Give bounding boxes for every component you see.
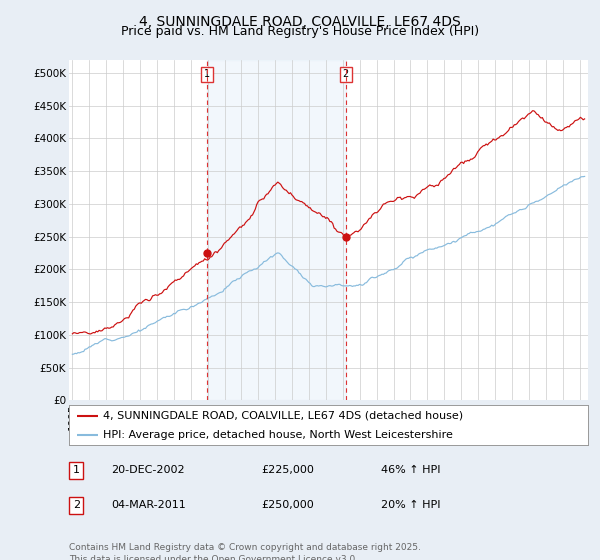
Bar [207, 60, 346, 400]
Text: 2: 2 [343, 69, 349, 80]
Text: 4, SUNNINGDALE ROAD, COALVILLE, LE67 4DS: 4, SUNNINGDALE ROAD, COALVILLE, LE67 4DS [139, 15, 461, 29]
Text: 1: 1 [73, 465, 80, 475]
Text: 1: 1 [204, 69, 210, 80]
Text: 2: 2 [73, 500, 80, 510]
Text: £250,000: £250,000 [261, 500, 314, 510]
Text: 4, SUNNINGDALE ROAD, COALVILLE, LE67 4DS (detached house): 4, SUNNINGDALE ROAD, COALVILLE, LE67 4DS… [103, 411, 463, 421]
Text: HPI: Average price, detached house, North West Leicestershire: HPI: Average price, detached house, Nort… [103, 430, 452, 440]
Text: 20-DEC-2002: 20-DEC-2002 [111, 465, 185, 475]
Text: £225,000: £225,000 [261, 465, 314, 475]
Text: Contains HM Land Registry data © Crown copyright and database right 2025.
This d: Contains HM Land Registry data © Crown c… [69, 543, 421, 560]
Text: 46% ↑ HPI: 46% ↑ HPI [381, 465, 440, 475]
Text: Price paid vs. HM Land Registry's House Price Index (HPI): Price paid vs. HM Land Registry's House … [121, 25, 479, 38]
Text: 20% ↑ HPI: 20% ↑ HPI [381, 500, 440, 510]
Text: 04-MAR-2011: 04-MAR-2011 [111, 500, 186, 510]
